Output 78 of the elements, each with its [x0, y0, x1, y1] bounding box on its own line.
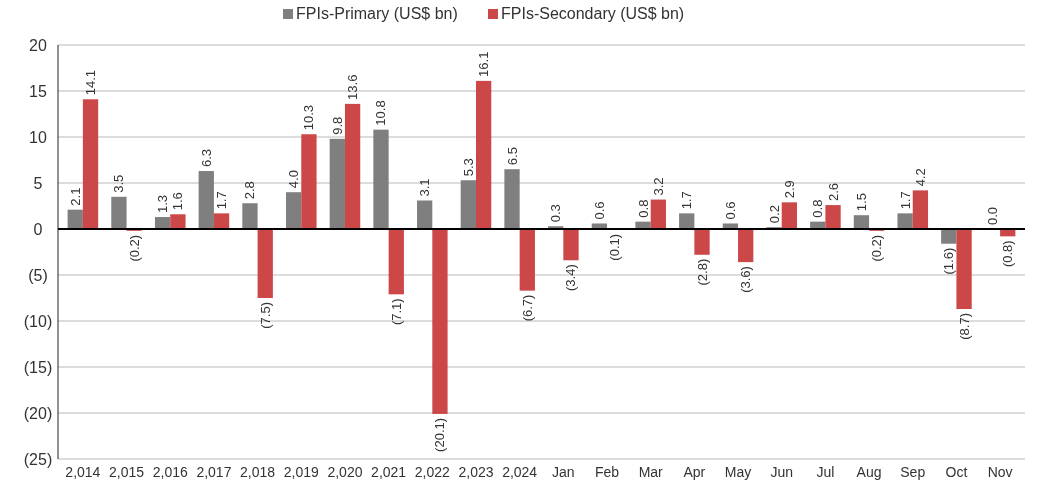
x-tick-label: Jul — [816, 464, 835, 480]
data-label: 3.5 — [111, 174, 127, 193]
data-label: (20.1) — [432, 417, 448, 452]
x-tick-label: 2,016 — [152, 464, 188, 480]
data-label: 1.7 — [679, 191, 695, 210]
data-label: 5.3 — [460, 158, 476, 177]
y-tick-label: (20) — [23, 404, 53, 422]
x-tick-label: 2,014 — [65, 464, 101, 480]
data-label: 0.3 — [548, 204, 564, 223]
y-tick-label: 5 — [33, 174, 43, 192]
y-tick-label: 10 — [29, 128, 47, 146]
x-tick-label: 2,020 — [327, 464, 363, 480]
x-tick-label: May — [724, 464, 752, 480]
x-tick-label: Aug — [856, 464, 882, 480]
y-tick-label: (25) — [23, 450, 53, 468]
data-label: 2.1 — [67, 187, 83, 206]
x-tick-label: 2,018 — [240, 464, 276, 480]
y-tick-label: (10) — [23, 312, 53, 330]
x-tick-label: 2,021 — [371, 464, 407, 480]
x-tick-label: Sep — [900, 464, 926, 480]
data-label: 0.8 — [635, 199, 651, 218]
data-label: 2.6 — [825, 183, 841, 202]
data-label: 1.6 — [170, 192, 186, 211]
y-tick-label: 0 — [33, 220, 43, 238]
x-tick-label: Oct — [945, 464, 968, 480]
data-label: 1.3 — [155, 194, 171, 214]
data-label: (2.8) — [694, 258, 710, 286]
data-label: (3.4) — [563, 264, 579, 292]
x-tick-label: Feb — [594, 464, 620, 480]
x-tick-label: 2,022 — [414, 464, 451, 480]
data-label: 2.9 — [781, 180, 797, 199]
x-tick-label: Nov — [987, 464, 1013, 480]
data-label: (6.7) — [519, 294, 535, 322]
y-tick-label: (5) — [28, 266, 48, 284]
data-label: 16.1 — [476, 51, 492, 77]
data-label: 0.6 — [722, 201, 738, 220]
x-tick-label: 2,024 — [502, 464, 538, 480]
data-label: (1.6) — [941, 247, 957, 275]
data-label: 2.8 — [242, 181, 258, 200]
data-label: (7.1) — [388, 298, 404, 326]
data-label: 10.3 — [301, 104, 317, 131]
data-label: 9.8 — [329, 116, 345, 135]
legend-label: FPIs-Primary (US$ bn) — [296, 5, 458, 22]
x-tick-label: Apr — [683, 464, 706, 480]
x-tick-label: 2,023 — [458, 464, 494, 480]
y-tick-label: 20 — [29, 36, 47, 54]
data-label: 6.5 — [504, 147, 520, 166]
data-label: (0.2) — [869, 234, 885, 262]
y-tick-label: (15) — [23, 358, 53, 376]
x-tick-label: 2,015 — [109, 464, 145, 480]
x-tick-label: Jun — [770, 464, 794, 480]
y-tick-label: 15 — [29, 82, 47, 100]
data-label: 10.8 — [373, 100, 389, 126]
data-label: 3.2 — [650, 177, 666, 196]
x-tick-label: Jan — [552, 464, 575, 480]
data-label: (0.8) — [1000, 240, 1016, 268]
data-label: 1.7 — [897, 191, 913, 210]
data-label: 0.0 — [984, 206, 1000, 225]
x-tick-label: Mar — [638, 464, 664, 480]
data-label: 6.3 — [198, 148, 214, 168]
data-label: 4.0 — [286, 170, 302, 189]
data-label: 4.2 — [912, 168, 928, 187]
data-label: (0.1) — [607, 233, 623, 261]
data-label: 0.6 — [591, 201, 607, 220]
data-label: 3.1 — [417, 178, 433, 197]
legend-label: FPIs-Secondary (US$ bn) — [501, 5, 685, 22]
data-label: 13.6 — [345, 74, 361, 100]
data-label: 0.8 — [810, 199, 826, 218]
data-label: (7.5) — [257, 302, 273, 329]
data-label: (8.7) — [956, 313, 972, 340]
data-label: 1.7 — [214, 191, 230, 210]
data-label: 0.2 — [766, 205, 782, 224]
data-label: 14.1 — [83, 69, 99, 96]
x-tick-label: 2,017 — [196, 464, 232, 480]
data-label: 1.5 — [853, 193, 869, 212]
x-tick-label: 2,019 — [283, 464, 319, 480]
data-label: (0.2) — [126, 234, 142, 262]
data-label: (3.6) — [738, 266, 754, 293]
